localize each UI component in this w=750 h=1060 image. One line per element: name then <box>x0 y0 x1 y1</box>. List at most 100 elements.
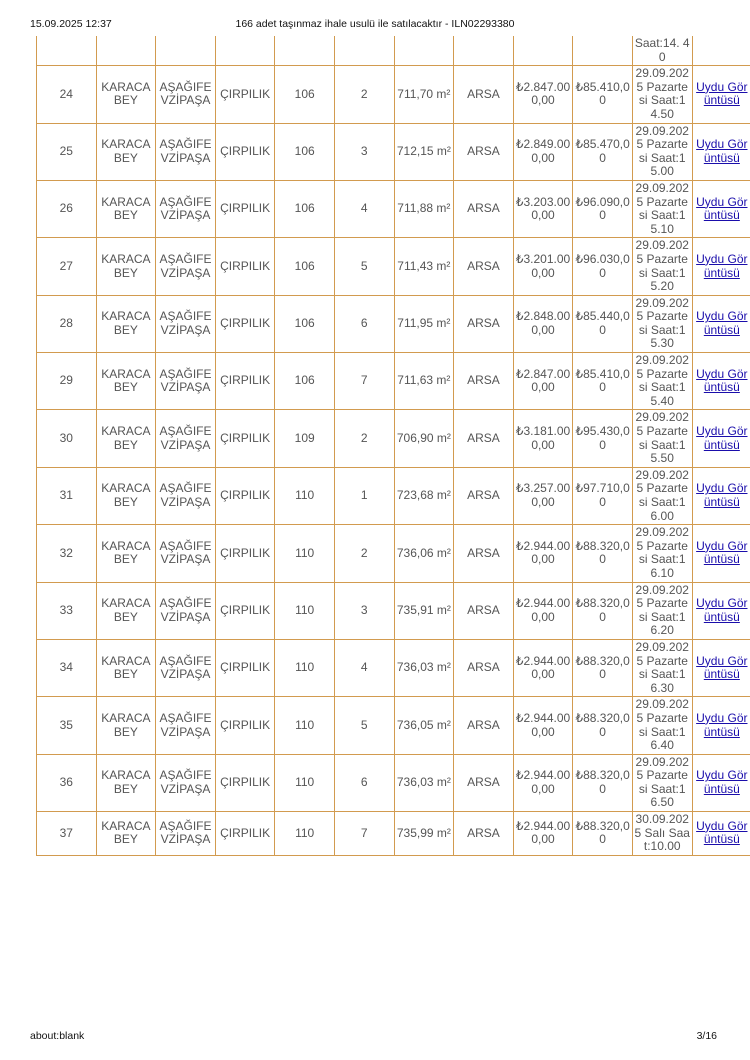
cell-link: Uydu Görüntüsü <box>691 811 750 856</box>
cell-nitelik: ARSA <box>453 179 514 239</box>
cell-tarih: 29.09.2025 Pazartesi Saat:15.50 <box>631 409 693 468</box>
cell-ada: 109 <box>274 409 335 468</box>
cell-ilce: KARACABEY <box>95 179 157 239</box>
cell-alan: 711,88 m² <box>393 179 455 239</box>
cell-parsel: 7 <box>333 811 395 856</box>
cell-mahalle: AŞAĞIFEVZİPAŞA <box>155 122 216 181</box>
cell-mahalle: AŞAĞIFEVZİPAŞA <box>155 294 216 354</box>
table-row-partial: Saat:14. 40 <box>36 36 750 67</box>
satellite-view-link[interactable]: Uydu Görüntüsü <box>696 653 748 682</box>
cell-link: Uydu Görüntüsü <box>691 65 750 124</box>
cell-no: 28 <box>36 294 97 354</box>
satellite-view-link[interactable]: Uydu Görüntüsü <box>696 251 748 280</box>
cell-parsel: 5 <box>333 696 395 755</box>
table-row: 30 KARACABEY AŞAĞIFEVZİPAŞA ÇIRPILIK 109 2 706… <box>36 409 750 468</box>
cell-alan: 711,95 m² <box>393 294 455 354</box>
cell-alan: 736,03 m² <box>393 753 455 813</box>
cell-nitelik: ARSA <box>453 466 514 526</box>
cell-ilce: KARACABEY <box>95 753 157 813</box>
cell-nitelik: ARSA <box>453 753 514 813</box>
cell-tarih: 29.09.2025 Pazartesi Saat:16.50 <box>631 753 693 813</box>
cell-no: 33 <box>36 581 97 640</box>
cell-link: Uydu Görüntüsü <box>691 237 750 296</box>
cell-parsel: 4 <box>333 638 395 698</box>
cell-date: Saat:14. 40 <box>631 36 693 67</box>
satellite-view-link[interactable]: Uydu Görüntüsü <box>696 538 748 567</box>
cell-bedel: ₺3.181.000,00 <box>512 409 574 468</box>
cell-ilce: KARACABEY <box>95 466 157 526</box>
table-row: 35 KARACABEY AŞAĞIFEVZİPAŞA ÇIRPILIK 110 5 736… <box>36 696 750 755</box>
cell-bedel: ₺2.944.000,00 <box>512 696 574 755</box>
cell-parsel: 6 <box>333 294 395 354</box>
cell-parsel: 3 <box>333 581 395 640</box>
cell-link: Uydu Görüntüsü <box>691 638 750 698</box>
cell-ada: 106 <box>274 65 335 124</box>
satellite-view-link[interactable]: Uydu Görüntüsü <box>696 768 748 796</box>
cell-no: 36 <box>36 753 97 813</box>
cell-no: 32 <box>36 524 97 583</box>
cell-ilce: KARACABEY <box>95 294 157 354</box>
cell-alan: 736,05 m² <box>393 696 455 755</box>
cell-mevki: ÇIRPILIK <box>214 466 276 526</box>
cell <box>214 36 276 67</box>
cell-tarih: 29.09.2025 Pazartesi Saat:16.20 <box>631 581 693 640</box>
cell-bedel: ₺2.847.000,00 <box>512 65 574 124</box>
cell-mahalle: AŞAĞIFEVZİPAŞA <box>155 524 216 583</box>
cell <box>95 36 157 67</box>
satellite-view-link[interactable]: Uydu Görüntüsü <box>696 818 748 847</box>
table-row: 33 KARACABEY AŞAĞIFEVZİPAŞA ÇIRPILIK 110 3 735… <box>36 581 750 640</box>
cell-ilce: KARACABEY <box>95 581 157 640</box>
cell-ada: 110 <box>274 811 335 856</box>
cell-parsel: 2 <box>333 65 395 124</box>
cell-link: Uydu Görüntüsü <box>691 524 750 583</box>
satellite-view-link[interactable]: Uydu Görüntüsü <box>696 137 748 165</box>
satellite-view-link[interactable]: Uydu Görüntüsü <box>696 710 748 739</box>
cell-ilce: KARACABEY <box>95 122 157 181</box>
satellite-view-link[interactable]: Uydu Görüntüsü <box>696 481 748 509</box>
cell-mahalle: AŞAĞIFEVZİPAŞA <box>155 696 216 755</box>
satellite-view-link[interactable]: Uydu Görüntüsü <box>696 194 748 223</box>
cell-bedel: ₺3.203.000,00 <box>512 179 574 239</box>
table-row: 32 KARACABEY AŞAĞIFEVZİPAŞA ÇIRPILIK 110 2 736… <box>36 524 750 583</box>
cell-no: 37 <box>36 811 97 856</box>
cell-tarih: 30.09.2025 Salı Saat:10.00 <box>631 811 693 856</box>
cell-link: Uydu Görüntüsü <box>691 753 750 813</box>
cell-no: 35 <box>36 696 97 755</box>
cell-parsel: 6 <box>333 753 395 813</box>
cell-tarih: 29.09.2025 Pazartesi Saat:15.00 <box>631 122 693 181</box>
cell-ada: 106 <box>274 237 335 296</box>
cell-no: 24 <box>36 65 97 124</box>
cell-no: 25 <box>36 122 97 181</box>
cell-bedel: ₺2.849.000,00 <box>512 122 574 181</box>
satellite-view-link[interactable]: Uydu Görüntüsü <box>696 424 748 452</box>
cell-teminat: ₺85.410,00 <box>572 65 633 124</box>
cell-teminat: ₺88.320,00 <box>572 811 633 856</box>
cell-nitelik: ARSA <box>453 294 514 354</box>
print-datetime: 15.09.2025 12:37 <box>30 18 112 30</box>
cell-bedel: ₺2.848.000,00 <box>512 294 574 354</box>
table-row: 28 KARACABEY AŞAĞIFEVZİPAŞA ÇIRPILIK 106 6 711… <box>36 294 750 354</box>
cell-mevki: ÇIRPILIK <box>214 581 276 640</box>
cell-parsel: 3 <box>333 122 395 181</box>
cell-link: Uydu Görüntüsü <box>691 466 750 526</box>
cell-mevki: ÇIRPILIK <box>214 811 276 856</box>
cell-ilce: KARACABEY <box>95 524 157 583</box>
cell-link: Uydu Görüntüsü <box>691 409 750 468</box>
cell-mevki: ÇIRPILIK <box>214 696 276 755</box>
cell-tarih: 29.09.2025 Pazartesi Saat:15.40 <box>631 352 693 411</box>
cell-mahalle: AŞAĞIFEVZİPAŞA <box>155 753 216 813</box>
table-row: 26 KARACABEY AŞAĞIFEVZİPAŞA ÇIRPILIK 106 4 711… <box>36 179 750 239</box>
cell-link: Uydu Görüntüsü <box>691 179 750 239</box>
satellite-view-link[interactable]: Uydu Görüntüsü <box>696 309 748 337</box>
cell-tarih: 29.09.2025 Pazartesi Saat:16.00 <box>631 466 693 526</box>
cell-ada: 106 <box>274 294 335 354</box>
satellite-view-link[interactable]: Uydu Görüntüsü <box>696 596 748 624</box>
cell-ilce: KARACABEY <box>95 409 157 468</box>
cell-alan: 712,15 m² <box>393 122 455 181</box>
cell-ilce: KARACABEY <box>95 65 157 124</box>
satellite-view-link[interactable]: Uydu Görüntüsü <box>696 366 748 395</box>
cell-teminat: ₺97.710,00 <box>572 466 633 526</box>
cell-nitelik: ARSA <box>453 524 514 583</box>
satellite-view-link[interactable]: Uydu Görüntüsü <box>696 79 748 108</box>
cell-teminat: ₺88.320,00 <box>572 581 633 640</box>
